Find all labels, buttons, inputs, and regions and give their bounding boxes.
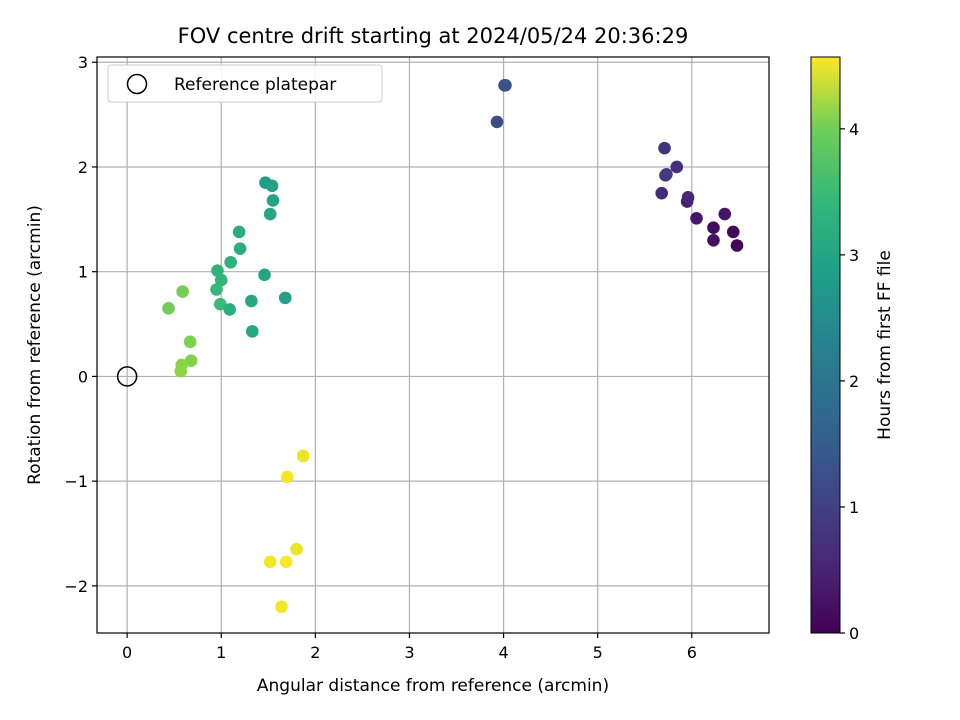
data-point [278,291,292,305]
data-point [162,302,175,315]
data-point [174,364,188,378]
data-point [263,207,277,221]
data-point [223,303,237,316]
data-points [162,78,744,614]
grid-lines [97,57,769,633]
data-point [726,225,740,239]
data-point [730,239,744,252]
data-point [655,186,669,200]
data-point [498,78,511,92]
x-tick-label: 5 [593,643,603,662]
legend-box [107,64,383,103]
data-point [211,264,224,277]
legend: Reference platepar [107,64,383,103]
data-point [290,542,303,556]
data-point [245,325,259,338]
x-tick-label: 4 [498,643,508,662]
data-point [263,555,277,569]
data-point [265,179,279,193]
colorbar-tick-label: 4 [849,120,859,139]
colorbar-tick-label: 0 [849,624,859,643]
colorbar-tick-label: 1 [849,498,859,517]
colorbar-tick-label: 2 [849,372,859,391]
data-point [210,283,223,296]
data-point [233,242,247,255]
x-axis-ticks: 0 1 2 3 4 5 6 [122,633,697,662]
data-point [707,233,720,247]
x-axis-label: Angular distance from reference (arcmin) [257,676,609,696]
y-tick-label: −2 [64,577,88,596]
data-point [183,335,197,349]
colorbar-tick-label: 3 [849,246,859,265]
colorbar: 0 1 2 3 4 Hours from first FF file [810,56,895,643]
data-point [232,225,246,239]
colorbar-label: Hours from first FF file [875,250,895,440]
data-point [718,207,732,221]
plot-frame [96,56,770,634]
data-point [213,297,227,311]
colorbar-ticks: 0 1 2 3 4 [840,120,859,643]
x-tick-label: 1 [216,643,226,662]
y-tick-label: 1 [78,263,88,282]
x-tick-label: 6 [687,643,697,662]
data-point [296,449,310,463]
y-axis-ticks: −2 −1 0 1 2 3 [64,53,97,596]
y-tick-label: 3 [78,53,88,72]
data-point [670,160,684,174]
reference-point [116,366,138,387]
data-point [224,255,237,269]
data-point [658,141,671,155]
legend-entry-reference: Reference platepar [174,75,336,95]
data-point [279,555,293,569]
data-point [690,211,703,225]
data-point [245,294,258,308]
data-point [280,470,294,484]
colorbar-gradient [810,56,841,634]
y-axis-label: Rotation from reference (arcmin) [25,205,45,485]
chart-title: FOV centre drift starting at 2024/05/24 … [178,24,689,48]
y-tick-label: −1 [64,472,88,491]
data-point [184,354,198,368]
data-point [707,221,720,235]
data-point [258,268,271,282]
data-point [660,167,673,181]
data-point [266,194,280,207]
x-tick-label: 2 [310,643,320,662]
data-point [214,273,228,287]
legend-marker-icon [126,73,148,95]
x-tick-label: 0 [122,643,132,662]
data-point [490,115,504,129]
y-tick-label: 2 [78,158,88,177]
y-tick-label: 0 [78,367,88,386]
data-point [681,191,695,204]
data-point [176,285,189,298]
data-point [275,600,288,614]
x-tick-label: 3 [404,643,414,662]
